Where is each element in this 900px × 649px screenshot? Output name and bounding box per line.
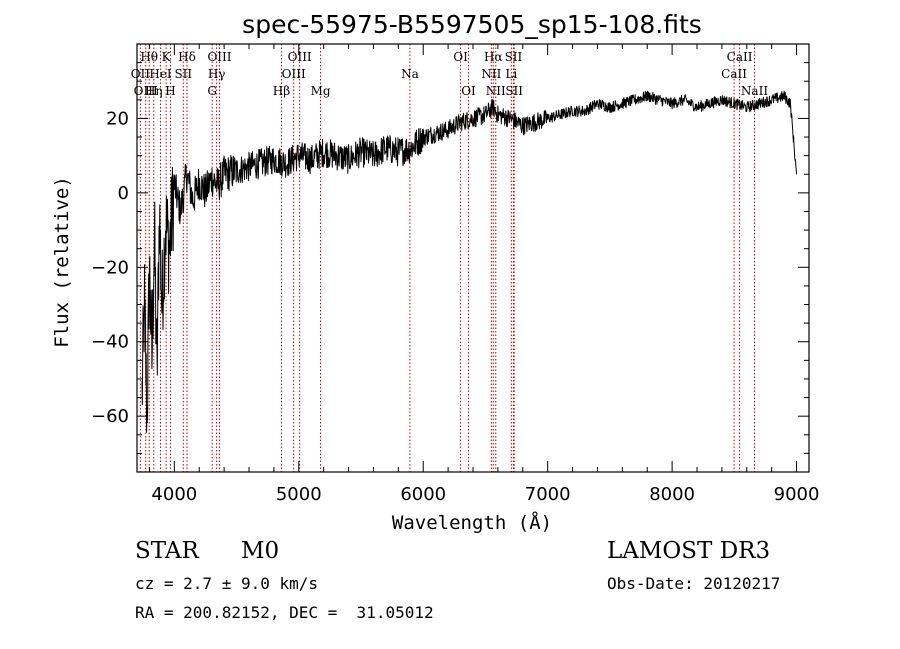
y-tick-label: 0 [118, 183, 129, 204]
line-label: SII [174, 67, 192, 81]
object-class: STAR [135, 538, 199, 564]
line-label: Na [401, 67, 419, 81]
observation-date: Obs-Date: 20120217 [607, 574, 781, 593]
line-label: NII [486, 84, 506, 98]
line-label: OI [461, 84, 476, 98]
line-label: Mg [311, 84, 331, 98]
x-tick-label: 7000 [525, 484, 571, 505]
x-tick-label: 6000 [400, 484, 446, 505]
line-label: OIII [134, 84, 158, 98]
plot-frame [136, 43, 810, 473]
redshift-cz: cz = 2.7 ± 9.0 km/s [135, 574, 319, 593]
line-label: Hγ [208, 67, 226, 81]
line-label: OI [453, 50, 468, 64]
y-tick-label: 20 [106, 108, 129, 129]
line-label: Hβ [273, 84, 290, 98]
line-label: NII [481, 67, 501, 81]
y-tick-label: −40 [91, 332, 129, 353]
sky-coordinates: RA = 200.82152, DEC = 31.05012 [135, 603, 434, 622]
y-axis-label: Flux (relative) [51, 176, 73, 348]
line-label: Li [505, 67, 517, 81]
line-label: OIII [207, 50, 231, 64]
line-label: G [207, 84, 217, 98]
x-axis-label: Wavelength (Å) [392, 511, 552, 534]
line-label: Hη [145, 84, 163, 98]
survey-name: LAMOST DR3 [607, 538, 771, 564]
emission-line-markers [139, 44, 755, 472]
x-tick-label: 9000 [774, 484, 820, 505]
x-axis: 4000 5000 6000 7000 8000 9000 [148, 44, 820, 505]
x-tick-label: 5000 [276, 484, 322, 505]
x-tick-label: 4000 [151, 484, 197, 505]
y-tick-label: −20 [91, 257, 129, 278]
line-label: CaII [721, 67, 747, 81]
line-label: HeI [149, 67, 172, 81]
line-label: Hα [484, 50, 503, 64]
line-label: Hθ [140, 50, 158, 64]
line-label: SII [505, 84, 523, 98]
line-label: OIII [282, 67, 306, 81]
line-label: CaII [727, 50, 753, 64]
line-label: SII [505, 50, 523, 64]
line-label: NaII [741, 84, 768, 98]
line-label: K [162, 50, 172, 64]
line-label: OIII [288, 50, 312, 64]
y-tick-label: −60 [91, 406, 129, 427]
line-label: OII [131, 67, 151, 81]
spectrum-line [141, 90, 798, 433]
object-subclass: M0 [241, 538, 280, 564]
x-tick-label: 8000 [649, 484, 695, 505]
line-label: Hδ [178, 50, 196, 64]
y-axis: −60 −40 −20 0 20 [91, 62, 809, 454]
line-label: H [165, 84, 175, 98]
series-layer [141, 90, 798, 433]
chart-title: spec-55975-B5597505_sp15-108.fits [242, 10, 702, 39]
